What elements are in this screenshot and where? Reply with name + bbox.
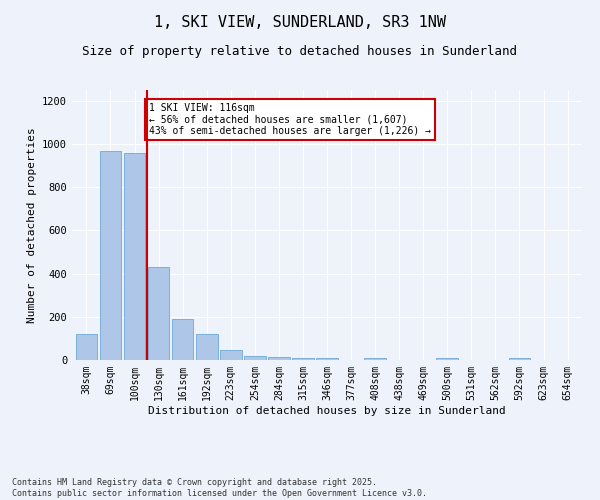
Text: Contains HM Land Registry data © Crown copyright and database right 2025.
Contai: Contains HM Land Registry data © Crown c… [12, 478, 427, 498]
Bar [509, 358, 530, 360]
Bar [316, 358, 338, 360]
Bar [172, 318, 193, 360]
Text: 1, SKI VIEW, SUNDERLAND, SR3 1NW: 1, SKI VIEW, SUNDERLAND, SR3 1NW [154, 15, 446, 30]
Y-axis label: Number of detached properties: Number of detached properties [26, 127, 37, 323]
Bar [100, 151, 121, 360]
Bar [436, 358, 458, 360]
Bar [292, 358, 314, 360]
Bar [76, 334, 97, 360]
Text: 1 SKI VIEW: 116sqm
← 56% of detached houses are smaller (1,607)
43% of semi-deta: 1 SKI VIEW: 116sqm ← 56% of detached hou… [149, 103, 431, 136]
Bar [220, 350, 242, 360]
Text: Size of property relative to detached houses in Sunderland: Size of property relative to detached ho… [83, 45, 517, 58]
Bar [364, 358, 386, 360]
X-axis label: Distribution of detached houses by size in Sunderland: Distribution of detached houses by size … [148, 406, 506, 415]
Bar [268, 357, 290, 360]
Bar [124, 152, 145, 360]
Bar [196, 334, 218, 360]
Bar [244, 356, 266, 360]
Bar [148, 267, 169, 360]
